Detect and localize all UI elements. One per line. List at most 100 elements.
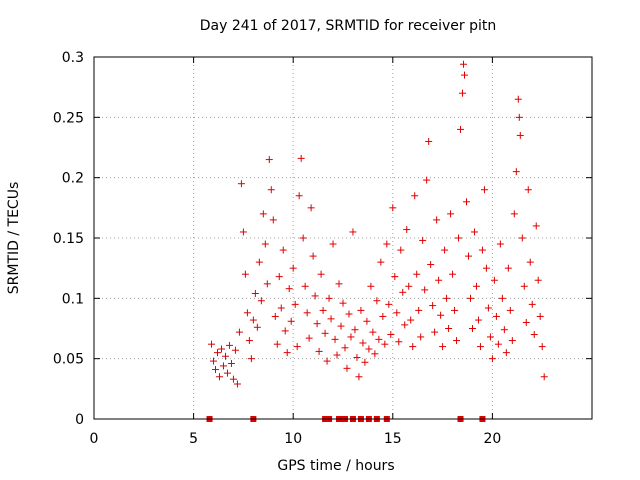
data-point <box>443 294 451 302</box>
data-point <box>405 282 413 290</box>
data-point <box>480 186 488 194</box>
data-point <box>484 304 492 312</box>
grid-lines <box>94 57 592 419</box>
y-tick-label: 0.05 <box>53 352 84 368</box>
data-point <box>359 339 367 347</box>
x-tick-label: 10 <box>284 431 302 447</box>
data-point <box>514 95 522 103</box>
data-point <box>431 328 439 336</box>
data-point <box>295 192 303 200</box>
data-point <box>323 357 331 365</box>
data-point <box>387 331 395 339</box>
data-point <box>214 349 222 357</box>
data-point <box>239 228 247 236</box>
x-tick-labels: 0 5 10 15 20 <box>90 431 502 447</box>
data-point <box>235 328 243 336</box>
data-point <box>381 340 389 348</box>
data-point <box>393 309 401 317</box>
y-tick-label: 0 <box>75 412 84 428</box>
data-point <box>219 362 227 370</box>
data-point <box>516 131 524 139</box>
data-point <box>407 316 415 324</box>
data-point <box>241 270 249 278</box>
data-point <box>229 375 237 383</box>
data-point <box>327 315 335 323</box>
data-point <box>249 316 257 324</box>
data-point <box>419 236 427 244</box>
data-point <box>369 328 377 336</box>
data-point <box>367 282 375 290</box>
data-point <box>289 264 297 272</box>
data-point <box>221 352 229 360</box>
data-point <box>445 325 453 332</box>
data-point <box>455 234 463 242</box>
data-point <box>425 137 433 145</box>
data-point <box>526 258 534 266</box>
data-point <box>478 246 486 254</box>
data-point <box>460 60 468 68</box>
data-point <box>215 373 223 381</box>
data-point <box>305 334 313 342</box>
data-point <box>453 337 461 345</box>
data-point <box>427 261 435 269</box>
data-point <box>345 310 353 318</box>
data-point <box>415 306 423 314</box>
data-point <box>303 309 311 317</box>
data-point <box>435 276 443 284</box>
axis-ticks <box>93 56 592 420</box>
x-tick-label: 0 <box>90 431 99 447</box>
y-tick-label: 0.2 <box>62 171 84 187</box>
data-point <box>470 228 478 236</box>
y-tick-label: 0.15 <box>53 231 84 247</box>
data-point <box>259 210 267 218</box>
data-point <box>466 294 474 302</box>
data-point <box>233 380 241 388</box>
data-point <box>538 343 546 351</box>
chart-title: Day 241 of 2017, SRMTID for receiver pit… <box>200 18 497 34</box>
y-tick-label: 0.25 <box>53 110 84 126</box>
x-tick-label: 5 <box>189 431 198 447</box>
data-point <box>522 318 530 326</box>
data-point <box>421 286 429 294</box>
data-point <box>353 353 361 361</box>
data-point <box>251 290 259 298</box>
x-tick-label: 20 <box>483 431 501 447</box>
data-point <box>437 311 445 319</box>
data-point <box>337 322 345 330</box>
data-point <box>383 240 391 248</box>
data-point <box>263 280 271 288</box>
data-point <box>451 306 459 314</box>
data-point <box>528 300 536 308</box>
data-point <box>347 333 355 341</box>
data-point <box>341 344 349 352</box>
data-point <box>502 349 510 357</box>
data-point <box>227 359 235 367</box>
data-point <box>401 321 409 329</box>
data-point <box>540 373 548 381</box>
data-point <box>534 276 542 284</box>
data-point <box>441 246 449 254</box>
data-point <box>490 276 498 284</box>
data-point <box>377 258 385 266</box>
data-point <box>331 335 339 343</box>
data-point <box>520 282 528 290</box>
data-point <box>257 297 265 305</box>
data-point <box>243 309 251 317</box>
data-point <box>459 89 467 97</box>
data-point <box>395 338 403 346</box>
data-point <box>311 292 319 300</box>
data-point <box>351 326 359 334</box>
y-axis-title: SRMTID / TECUs <box>6 182 22 295</box>
data-point <box>512 168 520 176</box>
data-point <box>391 273 399 281</box>
data-point <box>333 351 341 359</box>
data-point <box>506 306 514 314</box>
data-point <box>486 333 494 341</box>
data-point <box>208 340 216 348</box>
data-point <box>329 240 337 248</box>
data-point <box>494 340 502 348</box>
data-point <box>461 71 469 79</box>
data-point <box>389 204 397 212</box>
data-point <box>530 331 538 339</box>
data-point <box>433 216 441 224</box>
